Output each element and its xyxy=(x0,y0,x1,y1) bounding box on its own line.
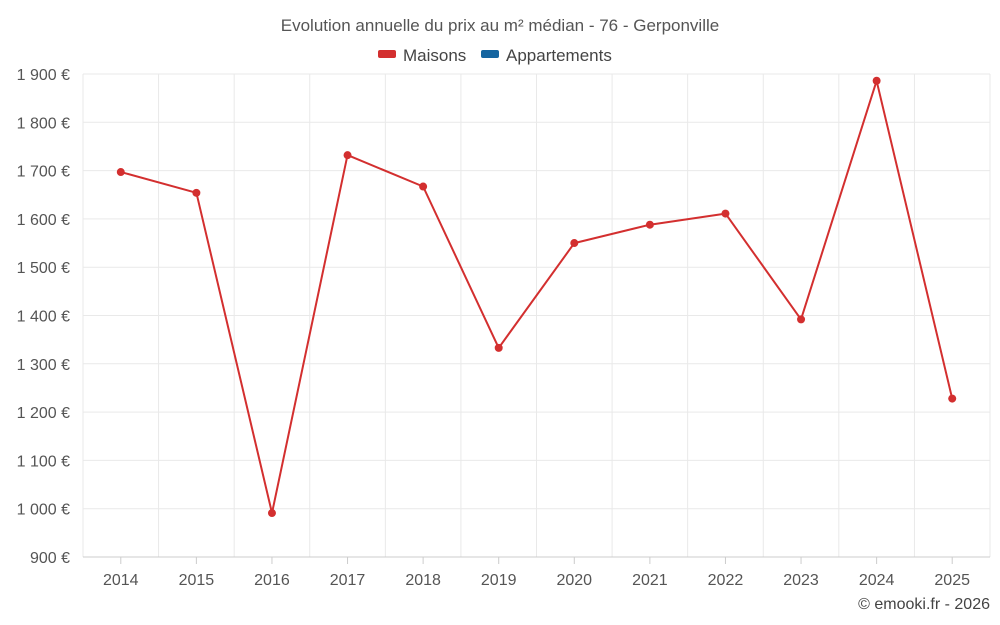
y-tick-label: 1 400 € xyxy=(17,309,70,326)
y-tick-label: 1 200 € xyxy=(17,405,70,422)
x-axis: 2014 2015 2016 2017 2018 2019 2020 2021 2022 2023… xyxy=(83,556,990,589)
data-point[interactable] xyxy=(192,188,201,197)
y-tick-label: 1 000 € xyxy=(17,502,70,519)
data-point[interactable] xyxy=(645,220,654,229)
x-tick-label: 2025 xyxy=(934,572,970,589)
data-point[interactable] xyxy=(494,343,503,352)
data-point[interactable] xyxy=(570,239,579,248)
x-tick-label: 2024 xyxy=(859,572,895,589)
x-tick-label: 2014 xyxy=(103,572,139,589)
y-tick-label: 1 300 € xyxy=(17,357,70,374)
legend-swatch-maisons xyxy=(378,50,396,58)
data-point[interactable] xyxy=(948,394,957,403)
data-point[interactable] xyxy=(721,209,730,218)
x-tick-label: 2021 xyxy=(632,572,668,589)
x-tick-label: 2023 xyxy=(783,572,819,589)
data-point[interactable] xyxy=(116,168,125,177)
legend-item-maisons[interactable]: Maisons xyxy=(378,46,466,65)
data-point[interactable] xyxy=(872,76,881,85)
credit-text: © emooki.fr - 2026 xyxy=(858,596,990,613)
y-tick-label: 1 100 € xyxy=(17,453,70,470)
y-tick-label: 1 500 € xyxy=(17,260,70,277)
grid xyxy=(82,73,991,557)
x-tick-label: 2018 xyxy=(405,572,441,589)
legend-swatch-appartements xyxy=(481,50,499,58)
legend-label-appartements: Appartements xyxy=(506,46,612,65)
chart-title: Evolution annuelle du prix au m² médian … xyxy=(281,16,719,35)
data-point[interactable] xyxy=(419,182,428,191)
series-maisons xyxy=(116,76,957,518)
x-tick-label: 2020 xyxy=(556,572,592,589)
x-tick-label: 2016 xyxy=(254,572,290,589)
data-point[interactable] xyxy=(797,315,806,324)
x-tick-label: 2015 xyxy=(179,572,215,589)
series-line-maisons xyxy=(120,79,954,514)
y-tick-label: 900 € xyxy=(30,550,70,567)
x-tick-label: 2017 xyxy=(330,572,366,589)
y-axis: 900 € 1 000 € 1 100 € 1 200 € 1 300 € 1 400 €… xyxy=(17,67,70,567)
legend-label-maisons: Maisons xyxy=(403,46,466,65)
data-point[interactable] xyxy=(267,509,276,518)
y-tick-label: 1 800 € xyxy=(17,115,70,132)
y-tick-label: 1 700 € xyxy=(17,164,70,181)
y-tick-label: 1 900 € xyxy=(17,67,70,84)
x-tick-label: 2019 xyxy=(481,572,517,589)
legend-item-appartements[interactable]: Appartements xyxy=(481,46,612,65)
y-tick-label: 1 600 € xyxy=(17,212,70,229)
legend: Maisons Appartements xyxy=(378,46,612,65)
data-point[interactable] xyxy=(343,151,352,160)
x-tick-label: 2022 xyxy=(708,572,744,589)
